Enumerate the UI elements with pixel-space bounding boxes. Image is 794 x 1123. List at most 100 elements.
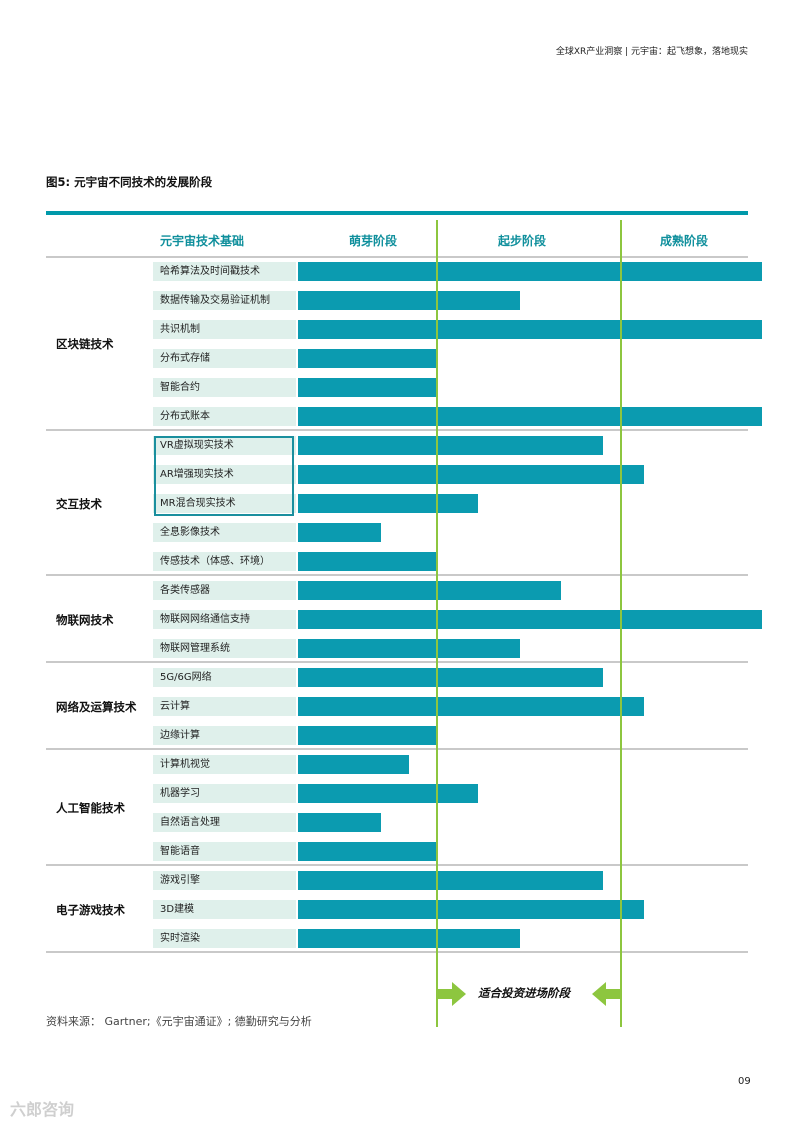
tech-label: 物联网管理系统 (160, 643, 230, 654)
tech-cell (153, 610, 296, 629)
group-separator (46, 574, 748, 576)
tech-cell (153, 639, 296, 658)
arrow-right-icon (436, 982, 466, 1006)
stage-bar (298, 494, 478, 513)
stage-bar (298, 755, 409, 774)
tech-cell (153, 552, 296, 571)
stage-bar (298, 813, 381, 832)
tech-label: MR混合现实技术 (160, 498, 236, 509)
tech-label: 物联网网络通信支持 (160, 614, 250, 625)
tech-label: 游戏引擎 (160, 875, 200, 886)
tech-cell (153, 668, 296, 687)
column-header-tech: 元宇宙技术基础 (160, 234, 245, 248)
tech-label: 分布式存储 (160, 353, 210, 364)
stage-bar (298, 610, 762, 629)
tech-cell (153, 581, 296, 600)
tech-label: 计算机视觉 (160, 759, 210, 770)
column-header-mature: 成熟阶段 (660, 234, 709, 248)
group-label: 物联网技术 (56, 612, 114, 627)
stage-boundary-line-start (436, 220, 438, 1027)
stage-bar (298, 465, 644, 484)
tech-label: 分布式账本 (160, 411, 210, 422)
group-label: 区块链技术 (56, 337, 114, 351)
tech-cell (153, 842, 296, 861)
tech-label: VR虚拟现实技术 (160, 440, 234, 451)
xr-highlight-box (154, 436, 294, 516)
figure-title: 图5: 元宇宙不同技术的发展阶段 (46, 175, 213, 189)
tech-label: 数据传输及交易验证机制 (160, 295, 270, 306)
tech-label: 5G/6G网络 (160, 672, 212, 683)
tech-label: 各类传感器 (160, 585, 210, 596)
running-header: 全球XR产业洞察 | 元宇宙：起飞想象，落地现实 (555, 47, 748, 57)
tech-cell (153, 262, 296, 281)
top-rule (46, 211, 748, 215)
stage-bar (298, 523, 381, 542)
stage-bar (298, 668, 603, 687)
tech-cell (153, 784, 296, 803)
column-header-budding: 萌芽阶段 (349, 234, 398, 248)
stage-bar (298, 842, 437, 861)
group-label: 网络及运算技术 (56, 699, 137, 714)
watermark-logo: 六郎咨询 (10, 1100, 75, 1119)
stage-bar (298, 407, 762, 426)
stage-bar (298, 349, 437, 368)
tech-cell (153, 900, 296, 919)
stage-bar (298, 697, 644, 716)
stage-bar (298, 378, 437, 397)
tech-cell (153, 436, 296, 455)
tech-cell (153, 494, 296, 513)
tech-cell (153, 465, 296, 484)
tech-label: 自然语言处理 (160, 817, 220, 828)
tech-cell (153, 378, 296, 397)
stage-bar (298, 929, 520, 948)
stage-bar (298, 552, 437, 571)
group-label: 电子游戏技术 (56, 902, 125, 917)
tech-cell (153, 291, 296, 310)
stage-boundary-line-mature (620, 220, 622, 1027)
arrow-left-icon (592, 982, 622, 1006)
tech-cell (153, 871, 296, 890)
tech-label: AR增强现实技术 (160, 469, 234, 480)
group-separator (46, 864, 748, 866)
tech-label: 哈希算法及时间戳技术 (160, 266, 260, 277)
stage-bar (298, 262, 762, 281)
tech-label: 传感技术（体感、环境） (160, 556, 270, 567)
stage-bar (298, 581, 561, 600)
tech-cell (153, 929, 296, 948)
stage-bar (298, 291, 520, 310)
group-label: 交互技术 (56, 496, 102, 511)
tech-label: 共识机制 (160, 324, 200, 335)
tech-label: 实时渲染 (160, 933, 200, 944)
tech-label: 边缘计算 (160, 730, 200, 741)
tech-cell (153, 813, 296, 832)
column-header-starting: 起步阶段 (498, 234, 547, 248)
tech-cell (153, 523, 296, 542)
investment-stage-note: 适合投资进场阶段 (478, 986, 570, 1000)
tech-label: 云计算 (160, 701, 190, 712)
tech-cell (153, 349, 296, 368)
stage-bar (298, 871, 603, 890)
tech-cell (153, 726, 296, 745)
source-note: 资料来源： Gartner;《元宇宙通证》; 德勤研究与分析 (46, 1015, 312, 1028)
stage-bar (298, 784, 478, 803)
group-label: 人工智能技术 (56, 801, 125, 815)
tech-cell (153, 755, 296, 774)
group-separator (46, 748, 748, 750)
tech-cell (153, 320, 296, 339)
group-separator (46, 661, 748, 663)
stage-bar (298, 900, 644, 919)
stage-bar (298, 639, 520, 658)
stage-bar (298, 320, 762, 339)
stage-bar (298, 726, 437, 745)
tech-label: 智能合约 (160, 382, 200, 393)
header-separator (46, 256, 748, 258)
tech-label: 3D建模 (160, 904, 195, 915)
tech-cell (153, 697, 296, 716)
tech-cell (153, 407, 296, 426)
tech-label: 机器学习 (160, 788, 200, 799)
group-separator (46, 429, 748, 431)
tech-label: 智能语音 (160, 846, 200, 857)
tech-label: 全息影像技术 (160, 527, 220, 538)
group-separator (46, 951, 748, 953)
stage-bar (298, 436, 603, 455)
